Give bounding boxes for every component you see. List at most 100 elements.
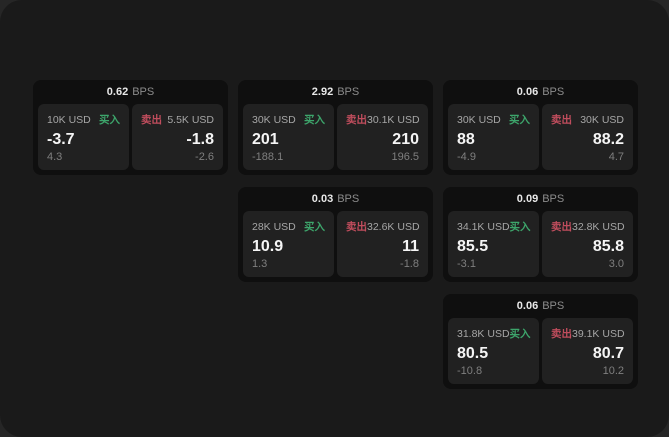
bps-unit-label: BPS <box>542 193 565 205</box>
buy-side-label: 买入 <box>509 328 531 340</box>
bps-value: 0.03 <box>311 193 334 205</box>
buy-delta: 4.3 <box>47 151 63 163</box>
sell-panel-top: 卖出 30K USD <box>551 112 624 127</box>
sell-price: 80.7 <box>592 344 624 362</box>
buy-side-label: 买入 <box>509 114 530 126</box>
card-header: 0.06 BPS <box>443 294 638 318</box>
buy-price: 85.5 <box>457 237 489 255</box>
card-header: 0.62 BPS <box>33 80 228 104</box>
buy-delta: -10.8 <box>457 365 483 377</box>
sell-panel-top: 卖出 32.6K USD <box>346 219 420 234</box>
sell-delta: 10.2 <box>602 365 624 377</box>
bps-unit-label: BPS <box>542 300 565 312</box>
bps-value: 0.06 <box>516 300 539 312</box>
buy-amount: 10K USD <box>47 113 91 126</box>
sell-side-label: 卖出 <box>141 114 162 126</box>
sell-panel-top: 卖出 39.1K USD <box>551 326 625 341</box>
card-body: 28K USD 买入 10.9 1.3 卖出 32.6K USD 11 -1.8 <box>238 211 433 282</box>
buy-delta: -188.1 <box>252 151 284 163</box>
buy-side-label: 买入 <box>99 114 120 126</box>
buy-panel[interactable]: 10K USD 买入 -3.7 4.3 <box>38 104 129 170</box>
sell-side-label: 卖出 <box>551 114 572 126</box>
sell-amount: 39.1K USD <box>572 327 625 340</box>
buy-side-label: 买入 <box>304 221 325 233</box>
card-body: 30K USD 买入 88 -4.9 卖出 30K USD 88.2 4.7 <box>443 104 638 175</box>
quote-card[interactable]: 0.06 BPS 31.8K USD 买入 80.5 -10.8 卖出 39.1… <box>443 294 638 389</box>
card-body: 30K USD 买入 201 -188.1 卖出 30.1K USD 210 1… <box>238 104 433 175</box>
buy-price: 80.5 <box>457 344 489 362</box>
buy-panel[interactable]: 31.8K USD 买入 80.5 -10.8 <box>448 318 539 384</box>
buy-side-label: 买入 <box>304 114 325 126</box>
sell-delta: 3.0 <box>608 258 624 270</box>
sell-amount: 30K USD <box>580 113 624 126</box>
sell-amount: 32.8K USD <box>572 220 625 233</box>
sell-price: -1.8 <box>186 130 214 148</box>
buy-price: 88 <box>457 130 475 148</box>
quote-card[interactable]: 0.62 BPS 10K USD 买入 -3.7 4.3 卖出 5.5K USD… <box>33 80 228 175</box>
buy-amount: 31.8K USD <box>457 327 510 340</box>
buy-amount: 34.1K USD <box>457 220 510 233</box>
buy-panel-top: 31.8K USD 买入 <box>457 326 531 341</box>
buy-delta: 1.3 <box>252 258 268 270</box>
buy-panel[interactable]: 28K USD 买入 10.9 1.3 <box>243 211 334 277</box>
card-header: 0.03 BPS <box>238 187 433 211</box>
sell-amount: 32.6K USD <box>367 220 420 233</box>
buy-panel-top: 28K USD 买入 <box>252 219 325 234</box>
buy-delta: -3.1 <box>457 258 476 270</box>
quote-card[interactable]: 0.09 BPS 34.1K USD 买入 85.5 -3.1 卖出 32.8K… <box>443 187 638 282</box>
quote-card[interactable]: 0.06 BPS 30K USD 买入 88 -4.9 卖出 30K USD 8… <box>443 80 638 175</box>
sell-panel[interactable]: 卖出 39.1K USD 80.7 10.2 <box>542 318 633 384</box>
card-header: 2.92 BPS <box>238 80 433 104</box>
card-header: 0.06 BPS <box>443 80 638 104</box>
buy-amount: 30K USD <box>457 113 501 126</box>
sell-side-label: 卖出 <box>346 221 367 233</box>
buy-panel[interactable]: 30K USD 买入 201 -188.1 <box>243 104 334 170</box>
buy-panel-top: 30K USD 买入 <box>252 112 325 127</box>
buy-panel[interactable]: 30K USD 买入 88 -4.9 <box>448 104 539 170</box>
sell-amount: 5.5K USD <box>167 113 214 126</box>
sell-price: 85.8 <box>592 237 624 255</box>
quote-card[interactable]: 2.92 BPS 30K USD 买入 201 -188.1 卖出 30.1K … <box>238 80 433 175</box>
sell-panel-top: 卖出 30.1K USD <box>346 112 420 127</box>
bps-unit-label: BPS <box>542 86 565 98</box>
buy-amount: 28K USD <box>252 220 296 233</box>
sell-price: 88.2 <box>592 130 624 148</box>
sell-panel[interactable]: 卖出 32.8K USD 85.8 3.0 <box>542 211 633 277</box>
buy-delta: -4.9 <box>457 151 476 163</box>
sell-delta: -2.6 <box>195 151 214 163</box>
sell-side-label: 卖出 <box>551 221 572 233</box>
sell-panel[interactable]: 卖出 32.6K USD 11 -1.8 <box>337 211 428 277</box>
buy-amount: 30K USD <box>252 113 296 126</box>
bps-unit-label: BPS <box>337 193 360 205</box>
sell-panel[interactable]: 卖出 30K USD 88.2 4.7 <box>542 104 633 170</box>
buy-side-label: 买入 <box>509 221 531 233</box>
buy-panel-top: 10K USD 买入 <box>47 112 120 127</box>
quote-card[interactable]: 0.03 BPS 28K USD 买入 10.9 1.3 卖出 32.6K US… <box>238 187 433 282</box>
buy-price: 10.9 <box>252 237 284 255</box>
card-body: 34.1K USD 买入 85.5 -3.1 卖出 32.8K USD 85.8… <box>443 211 638 282</box>
bps-value: 2.92 <box>311 86 334 98</box>
card-body: 10K USD 买入 -3.7 4.3 卖出 5.5K USD -1.8 -2.… <box>33 104 228 175</box>
bps-unit-label: BPS <box>337 86 360 98</box>
sell-delta: 196.5 <box>391 151 419 163</box>
sell-price: 11 <box>402 237 419 255</box>
bps-value: 0.09 <box>516 193 539 205</box>
buy-panel-top: 30K USD 买入 <box>457 112 530 127</box>
buy-panel-top: 34.1K USD 买入 <box>457 219 531 234</box>
sell-panel-top: 卖出 32.8K USD <box>551 219 625 234</box>
sell-panel[interactable]: 卖出 5.5K USD -1.8 -2.6 <box>132 104 223 170</box>
sell-delta: 4.7 <box>608 151 624 163</box>
card-header: 0.09 BPS <box>443 187 638 211</box>
buy-panel[interactable]: 34.1K USD 买入 85.5 -3.1 <box>448 211 539 277</box>
card-body: 31.8K USD 买入 80.5 -10.8 卖出 39.1K USD 80.… <box>443 318 638 389</box>
sell-panel[interactable]: 卖出 30.1K USD 210 196.5 <box>337 104 428 170</box>
bps-value: 0.62 <box>106 86 129 98</box>
bps-unit-label: BPS <box>132 86 155 98</box>
sell-side-label: 卖出 <box>346 114 367 126</box>
sell-delta: -1.8 <box>400 258 419 270</box>
sell-price: 210 <box>392 130 419 148</box>
sell-amount: 30.1K USD <box>367 113 420 126</box>
sell-panel-top: 卖出 5.5K USD <box>141 112 214 127</box>
buy-price: 201 <box>252 130 279 148</box>
